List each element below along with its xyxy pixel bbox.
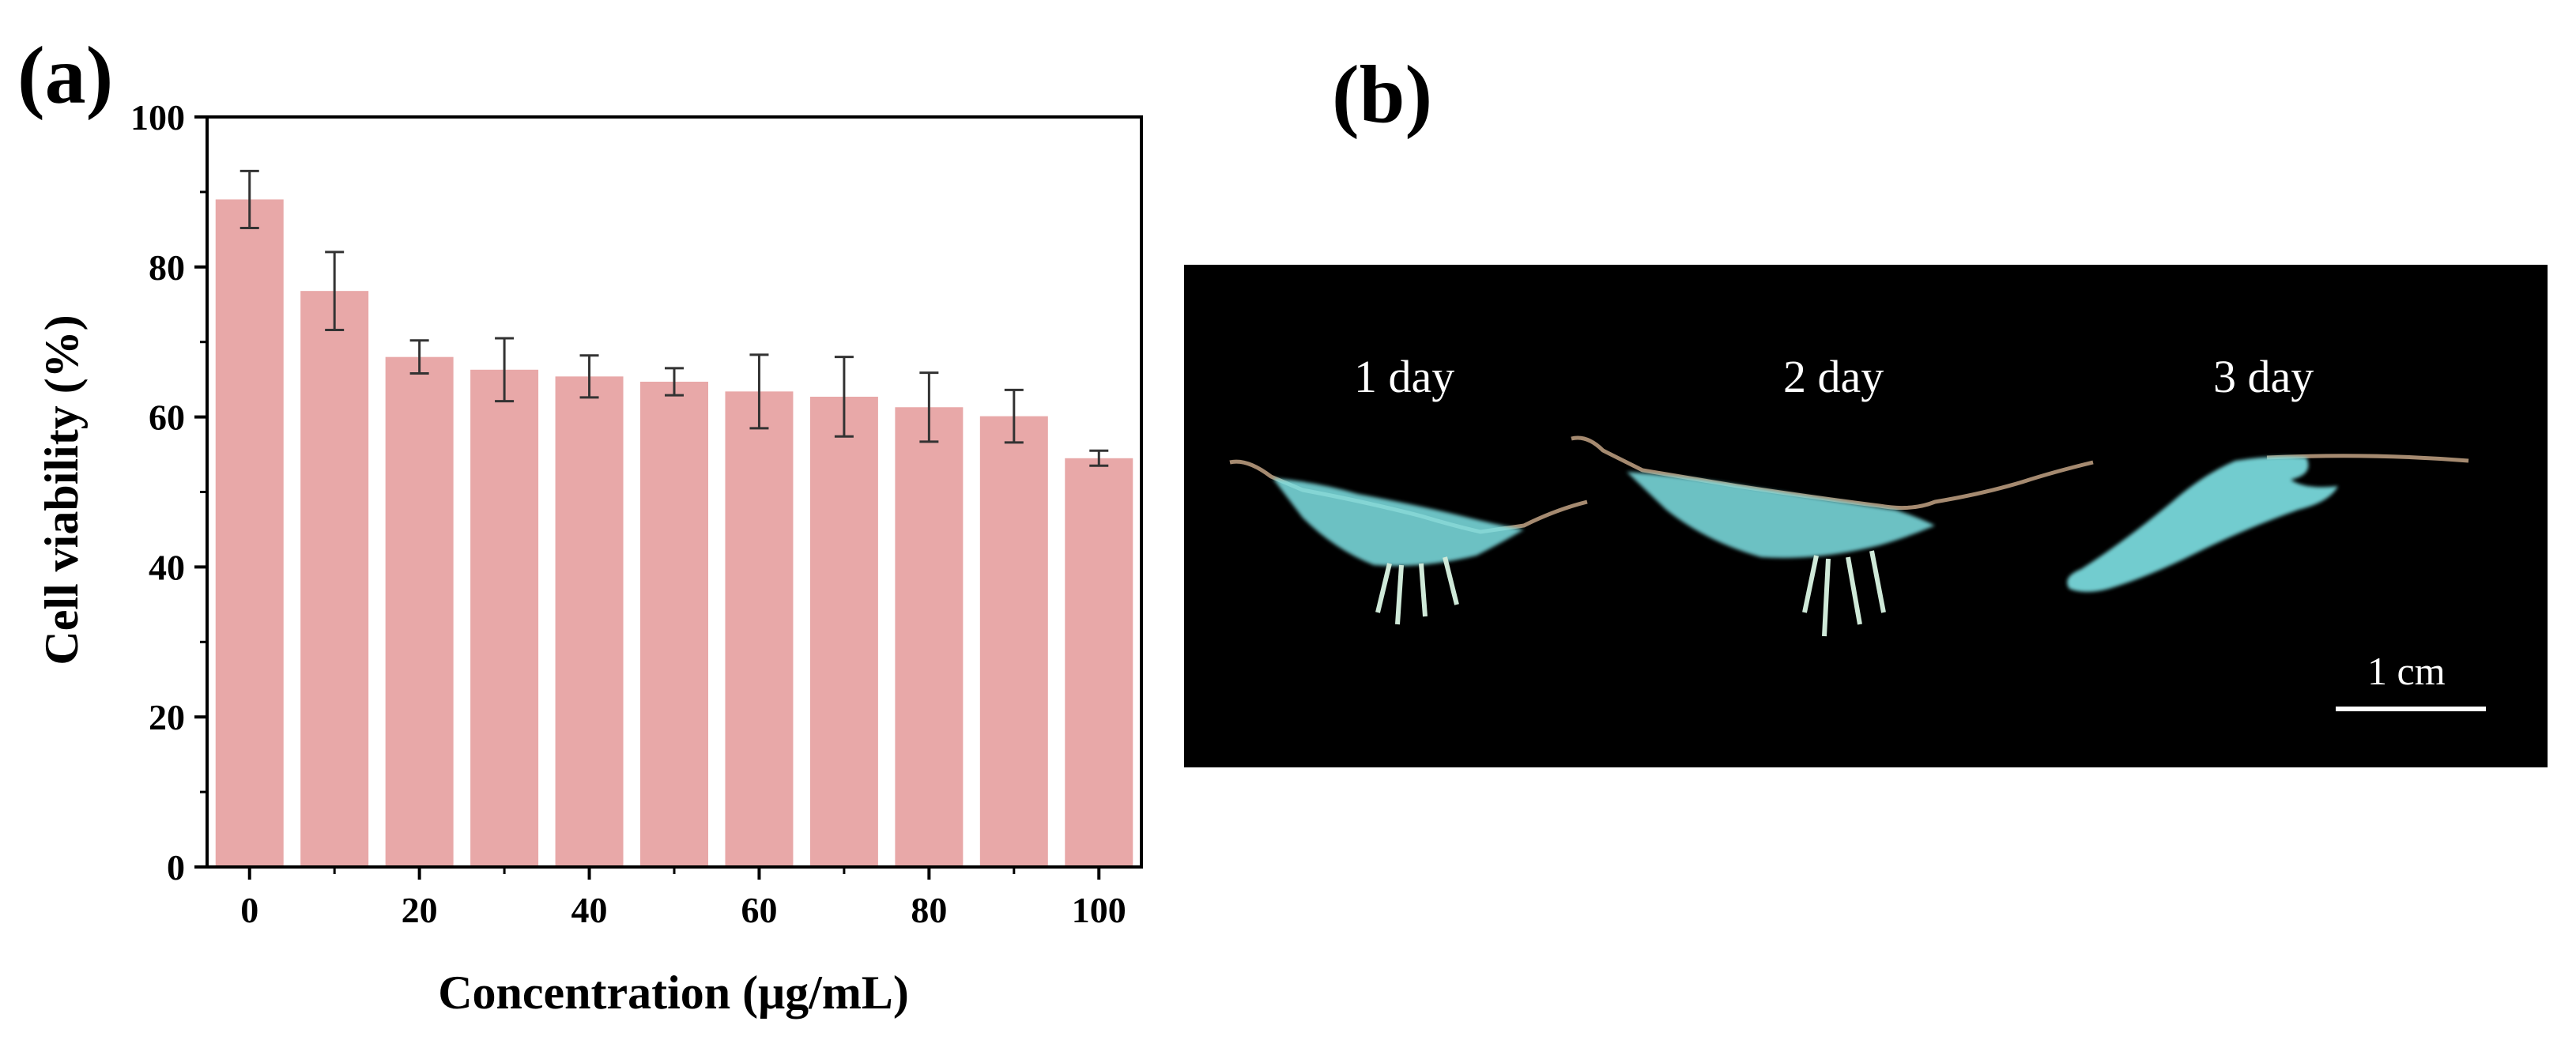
y-axis-label: Cell viability (%) xyxy=(36,315,88,665)
y-tick-label-60: 60 xyxy=(149,398,185,438)
bar-30 xyxy=(470,369,539,867)
bar-80 xyxy=(895,407,964,867)
shrimp-specimen-3 xyxy=(2067,454,2469,592)
x-tick-label-60: 60 xyxy=(741,890,777,930)
error-bars-group xyxy=(239,169,1109,467)
day-label-3: 3 day xyxy=(2213,351,2314,402)
fluorescence-photo: 1 day 2 day 3 day 1 cm xyxy=(1184,265,2548,767)
bar-50 xyxy=(640,381,708,867)
bar-10 xyxy=(300,291,369,868)
bar-70 xyxy=(809,396,878,867)
x-tick-label-40: 40 xyxy=(571,890,608,930)
x-tick-label-20: 20 xyxy=(402,890,438,930)
axes-group: 0 20 40 60 80 100 0 20 40 60 80 100 xyxy=(130,97,1143,930)
bars-group xyxy=(215,199,1133,868)
shrimp-specimen-2 xyxy=(1571,435,2094,637)
panel-label-b: (b) xyxy=(1332,49,1433,140)
day-label-2: 2 day xyxy=(1783,351,1884,402)
scale-bar-label: 1 cm xyxy=(2367,649,2446,693)
y-tick-label-80: 80 xyxy=(149,247,185,288)
bar-0 xyxy=(215,199,284,867)
x-tick-label-80: 80 xyxy=(911,890,947,930)
bar-20 xyxy=(385,356,454,867)
bar-chart: 0 20 40 60 80 100 0 20 40 60 80 100 Concentration (… xyxy=(36,97,1143,1019)
y-tick-label-40: 40 xyxy=(149,547,185,587)
y-tick-label-100: 100 xyxy=(130,97,185,138)
x-tick-label-0: 0 xyxy=(240,890,258,930)
scale-bar xyxy=(2336,707,2486,711)
shrimp-specimens xyxy=(1229,435,2469,637)
bar-60 xyxy=(725,391,794,868)
x-tick-label-100: 100 xyxy=(1072,890,1126,930)
bar-100 xyxy=(1065,458,1133,867)
panel-label-a: (a) xyxy=(17,30,114,121)
bar-90 xyxy=(979,416,1048,867)
bar-40 xyxy=(555,376,624,867)
y-tick-label-20: 20 xyxy=(149,697,185,737)
shrimp-specimen-1 xyxy=(1229,459,1588,625)
y-tick-label-0: 0 xyxy=(167,847,185,888)
day-label-1: 1 day xyxy=(1354,351,1455,402)
x-axis-label: Concentration (μg/mL) xyxy=(438,967,909,1019)
